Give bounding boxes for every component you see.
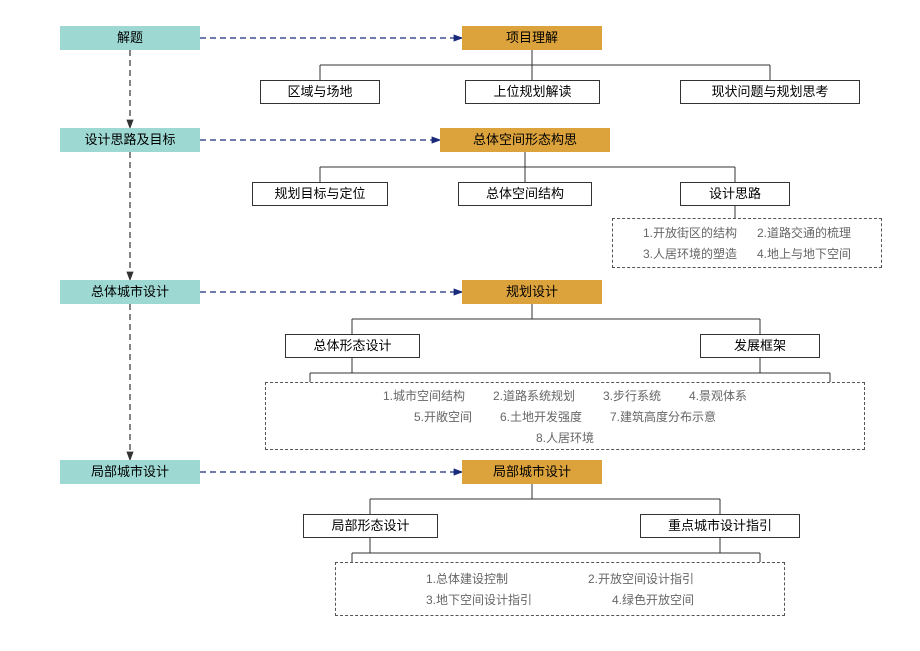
section-4-child-1: 重点城市设计指引 [640, 514, 800, 538]
stage-2: 设计思路及目标 [60, 128, 200, 152]
section-2-child-1: 总体空间结构 [458, 182, 592, 206]
s2-d-0-1: 2.道路交通的梳理 [757, 224, 851, 241]
section-3-child-1: 发展框架 [700, 334, 820, 358]
s4-d-1-1: 4.绿色开放空间 [612, 591, 694, 608]
flowchart-canvas: 解题 设计思路及目标 总体城市设计 局部城市设计 项目理解 区域与场地 上位规划… [0, 0, 920, 651]
section-1-child-1: 上位规划解读 [465, 80, 600, 104]
s3-d-1-0: 5.开敞空间 [414, 408, 472, 425]
s4-d-0-1: 2.开放空间设计指引 [588, 570, 694, 587]
section-4-header: 局部城市设计 [462, 460, 602, 484]
section-2-child-2: 设计思路 [680, 182, 790, 206]
s2-d-1-1: 4.地上与地下空间 [757, 245, 851, 262]
stage-4: 局部城市设计 [60, 460, 200, 484]
section-1-child-0: 区域与场地 [260, 80, 380, 104]
stage-1: 解题 [60, 26, 200, 50]
s3-d-1-1: 6.土地开发强度 [500, 408, 582, 425]
section-1-child-2: 现状问题与规划思考 [680, 80, 860, 104]
s4-d-1-0: 3.地下空间设计指引 [426, 591, 532, 608]
section-3-child-0: 总体形态设计 [285, 334, 420, 358]
section-3-detail: 1.城市空间结构 2.道路系统规划 3.步行系统 4.景观体系 5.开敞空间 6… [265, 382, 865, 450]
s3-d-1-2: 7.建筑高度分布示意 [610, 408, 716, 425]
s3-d-2-0: 8.人居环境 [536, 429, 594, 446]
section-2-child-0: 规划目标与定位 [252, 182, 388, 206]
section-4-child-0: 局部形态设计 [303, 514, 438, 538]
s3-d-0-3: 4.景观体系 [689, 387, 747, 404]
s2-d-1-0: 3.人居环境的塑造 [643, 245, 737, 262]
s3-d-0-0: 1.城市空间结构 [383, 387, 465, 404]
section-2-detail: 1.开放街区的结构 2.道路交通的梳理 3.人居环境的塑造 4.地上与地下空间 [612, 218, 882, 268]
section-1-header: 项目理解 [462, 26, 602, 50]
s2-d-0-0: 1.开放街区的结构 [643, 224, 737, 241]
s3-d-0-1: 2.道路系统规划 [493, 387, 575, 404]
s3-d-0-2: 3.步行系统 [603, 387, 661, 404]
section-2-header: 总体空间形态构思 [440, 128, 610, 152]
stage-3: 总体城市设计 [60, 280, 200, 304]
section-3-header: 规划设计 [462, 280, 602, 304]
section-4-detail: 1.总体建设控制 2.开放空间设计指引 3.地下空间设计指引 4.绿色开放空间 [335, 562, 785, 616]
s4-d-0-0: 1.总体建设控制 [426, 570, 508, 587]
